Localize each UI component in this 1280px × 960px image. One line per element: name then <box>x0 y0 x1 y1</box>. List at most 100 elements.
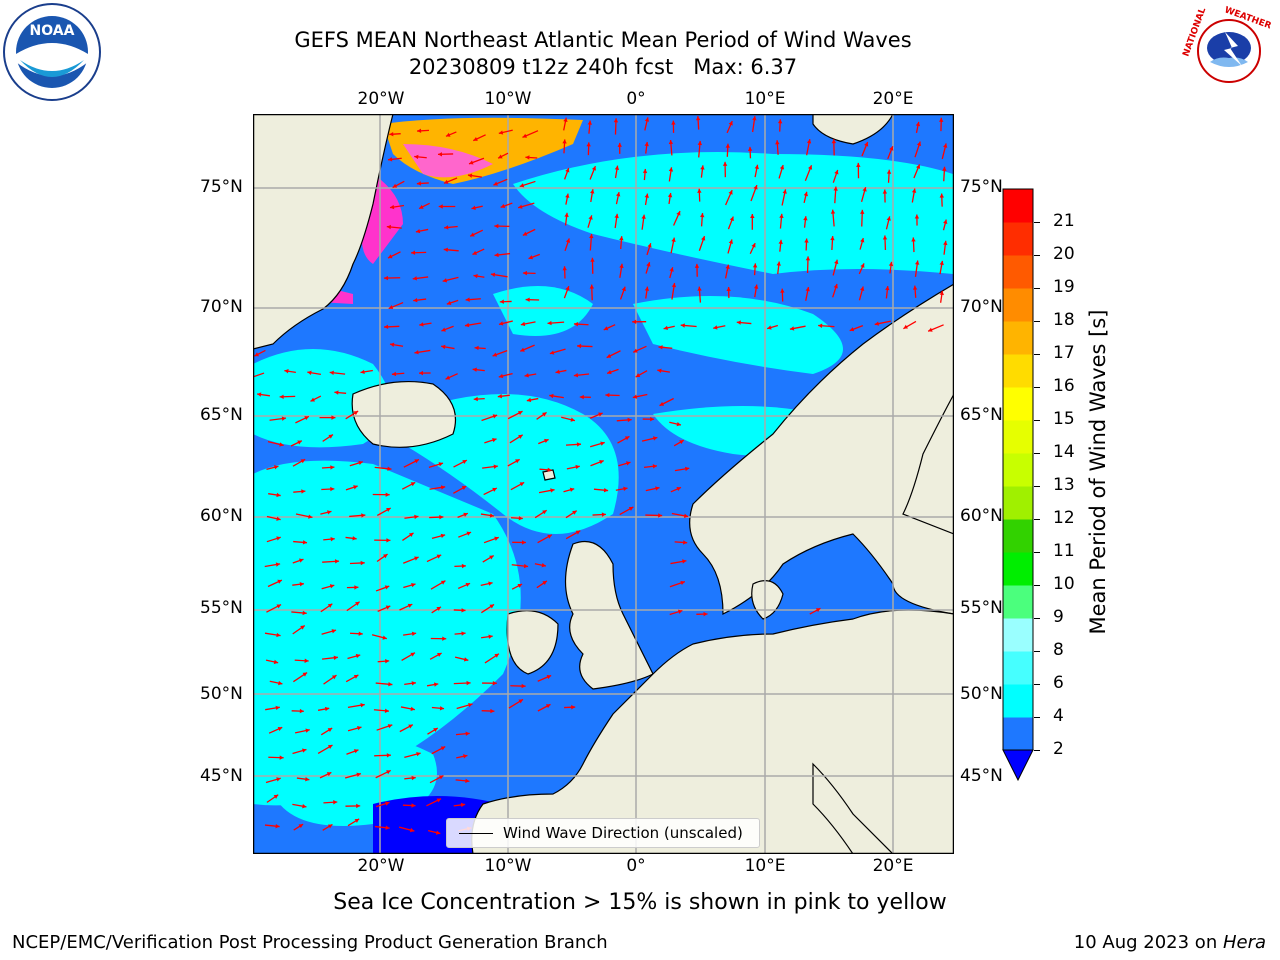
lon-label-20e-top: 20°E <box>872 89 914 109</box>
wave-direction-arrowhead <box>385 492 390 497</box>
wave-direction-arrowhead <box>387 724 393 729</box>
wave-direction-arrowhead <box>587 120 592 125</box>
wave-direction-arrowhead <box>603 487 609 493</box>
wave-direction-arrowhead <box>494 252 499 258</box>
wave-direction-arrowhead <box>515 459 520 464</box>
colorbar-segments <box>1003 189 1033 751</box>
wave-direction-arrowhead <box>570 417 575 422</box>
wave-direction-arrowhead <box>353 749 359 754</box>
colorbar-tick-mark <box>1034 453 1040 454</box>
colorbar-tick-label: 15 <box>1053 409 1075 429</box>
wave-direction-arrowhead <box>943 240 948 246</box>
wave-direction-arrowhead <box>916 164 921 169</box>
wave-direction-arrowhead <box>305 728 310 733</box>
wave-direction-arrowhead <box>386 538 391 543</box>
wave-direction-arrowhead <box>327 510 332 515</box>
colorbar-tick-mark <box>1034 354 1040 355</box>
wave-direction-arrowhead <box>614 213 619 219</box>
wave-direction-arrowhead <box>387 466 392 471</box>
wave-direction-arrowhead <box>279 755 284 760</box>
wave-direction-arrowhead <box>938 117 944 122</box>
wave-direction-arrowhead <box>575 464 580 470</box>
wave-direction-arrowhead <box>943 143 948 148</box>
colorbar-tick-mark <box>1034 387 1040 388</box>
wave-direction-arrowhead <box>387 254 393 259</box>
wave-direction-arrowhead <box>386 770 391 775</box>
wave-direction-arrowhead <box>542 510 547 515</box>
wave-direction-arrowhead <box>521 683 526 689</box>
wave-direction-arrowhead <box>297 440 302 445</box>
wave-direction-arrowhead <box>414 154 419 160</box>
wave-direction-arrowhead <box>410 482 416 487</box>
lon-label-10w-bottom: 10°W <box>484 856 532 876</box>
wave-direction-arrowhead <box>747 146 753 151</box>
wave-direction-arrowhead <box>386 508 391 512</box>
wave-direction-arrowhead <box>382 635 387 640</box>
wave-direction-arrowhead <box>856 162 861 167</box>
wave-direction-arrowhead <box>355 653 361 659</box>
wave-direction-arrowhead <box>331 415 336 420</box>
wave-direction-arrowhead <box>632 319 637 324</box>
wave-direction-arrowhead <box>589 284 595 289</box>
colorbar-tick-mark <box>1034 486 1040 487</box>
wave-direction-arrowhead <box>383 554 388 559</box>
wave-direction-arrowhead <box>586 142 591 147</box>
wave-direction-arrowhead <box>684 466 690 472</box>
sea-ice-note: Sea Ice Concentration > 15% is shown in … <box>333 890 947 915</box>
wave-direction-arrowhead <box>518 699 523 704</box>
wave-direction-arrowhead <box>433 682 439 687</box>
wave-direction-arrowhead <box>939 290 944 296</box>
wave-direction-arrowhead <box>725 143 730 148</box>
wave-direction-arrowhead <box>939 193 944 198</box>
lat-label-60-right: 60°N <box>960 506 1003 526</box>
footer-date-text: 10 Aug 2023 on <box>1073 932 1223 953</box>
wave-direction-arrowhead <box>767 325 772 330</box>
wave-direction-arrowhead <box>334 390 339 395</box>
wave-direction-arrowhead <box>464 322 470 328</box>
wave-direction-arrowhead <box>439 514 444 520</box>
colorbar-segment <box>1003 321 1033 355</box>
wave-direction-arrowhead <box>490 708 495 714</box>
colorbar <box>1002 188 1034 783</box>
wave-direction-arrowhead <box>385 605 391 610</box>
colorbar-tick-mark <box>1034 651 1040 652</box>
wave-direction-arrowhead <box>356 803 361 809</box>
wave-direction-arrowhead <box>541 563 546 568</box>
wave-direction-arrowhead <box>677 609 683 614</box>
colorbar-segment <box>1003 453 1033 487</box>
colorbar-tick-label: 21 <box>1053 211 1075 231</box>
wave-direction-arrowhead <box>860 238 865 243</box>
wave-direction-arrowhead <box>555 369 560 374</box>
lon-label-0-bottom: 0° <box>626 856 646 876</box>
wave-direction-arrowhead <box>419 204 424 209</box>
colorbar-tick-label: 17 <box>1053 343 1075 363</box>
lat-label-45-right: 45°N <box>960 766 1003 786</box>
wave-direction-arrowhead <box>668 167 674 172</box>
wave-direction-arrowhead <box>304 416 309 421</box>
wave-direction-arrowhead <box>549 393 554 399</box>
wave-direction-arrowhead <box>302 803 307 809</box>
wave-direction-arrowhead <box>806 139 812 144</box>
wave-direction-arrowhead <box>497 394 503 399</box>
sea-ice <box>313 117 583 304</box>
wave-direction-arrowhead <box>277 579 282 584</box>
lon-label-0-top: 0° <box>626 89 646 109</box>
wave-direction-arrowhead <box>728 239 733 244</box>
wave-direction-arrowhead <box>775 140 780 145</box>
wave-direction-arrowhead <box>331 629 337 634</box>
wave-direction-arrowhead <box>352 536 357 541</box>
wave-direction-arrowhead <box>386 753 391 758</box>
wave-direction-arrowhead <box>408 724 413 729</box>
wave-direction-arrowhead <box>465 731 470 736</box>
wave-direction-arrowhead <box>725 264 730 269</box>
wave-direction-arrowhead <box>942 166 947 171</box>
wave-direction-arrowhead <box>547 467 552 472</box>
wave-direction-arrowhead <box>644 193 649 198</box>
colorbar-tick-label: 10 <box>1053 574 1075 594</box>
wave-direction-arrowhead <box>385 825 390 830</box>
wave-direction-arrowhead <box>736 320 741 325</box>
wave-direction-arrowhead <box>498 373 504 379</box>
wave-direction-arrowhead <box>437 152 443 157</box>
wave-direction-arrowhead <box>275 823 280 829</box>
wave-direction-arrowhead <box>680 323 685 328</box>
